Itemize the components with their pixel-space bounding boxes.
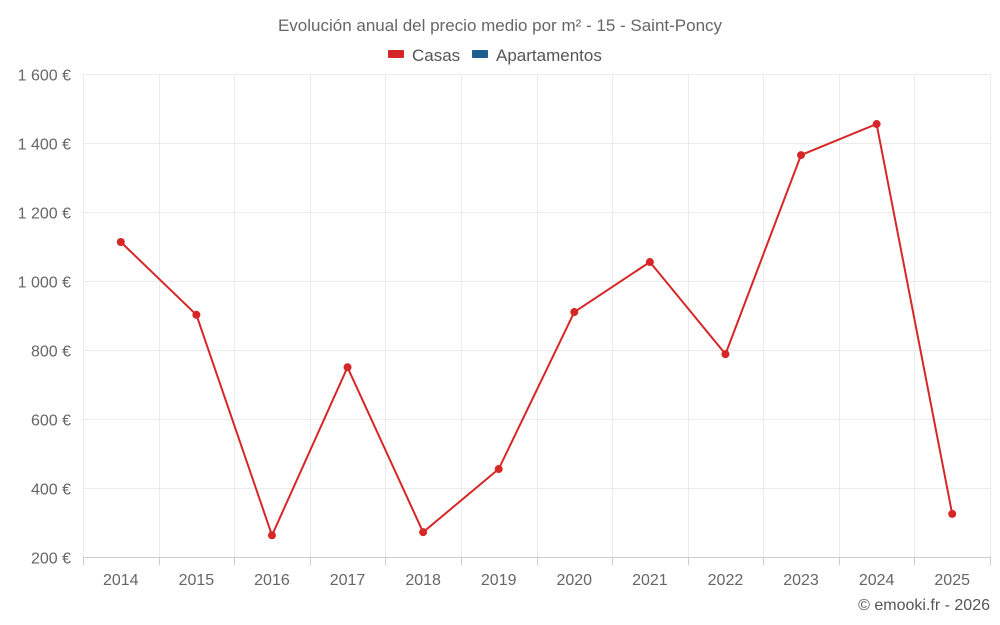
series-casas: [116, 120, 957, 540]
y-tick-label: 600 €: [31, 413, 71, 430]
x-tick-label: 2016: [254, 572, 290, 589]
data-point[interactable]: [645, 258, 654, 267]
y-tick-label: 1 600 €: [18, 68, 71, 85]
y-tick-label: 400 €: [31, 482, 71, 499]
gridlines: [83, 74, 991, 557]
x-tick-label: 2017: [330, 572, 366, 589]
data-point[interactable]: [797, 151, 806, 160]
credit-text: © emooki.fr - 2026: [858, 597, 990, 614]
x-tick-label: 2015: [179, 572, 215, 589]
data-point[interactable]: [570, 308, 579, 317]
data-point[interactable]: [343, 363, 352, 372]
x-tick-label: 2020: [556, 572, 592, 589]
data-point[interactable]: [192, 310, 201, 319]
y-tick-label: 200 €: [31, 551, 71, 568]
data-point[interactable]: [721, 350, 730, 359]
y-tick-label: 1 400 €: [18, 137, 71, 154]
legend-swatch-casas: [388, 50, 404, 58]
x-tick-label: 2021: [632, 572, 668, 589]
y-tick-label: 1 000 €: [18, 275, 71, 292]
legend-label-apartamentos: Apartamentos: [496, 46, 602, 65]
data-point[interactable]: [267, 531, 276, 540]
y-tick-label: 800 €: [31, 344, 71, 361]
y-tick-label: 1 200 €: [18, 206, 71, 223]
x-tick-label: 2025: [934, 572, 970, 589]
legend-swatch-apartamentos: [472, 50, 488, 58]
x-tick-label: 2014: [103, 572, 139, 589]
legend: Casas Apartamentos: [388, 46, 602, 65]
legend-item-apartamentos[interactable]: Apartamentos: [472, 46, 602, 65]
legend-label-casas: Casas: [412, 46, 460, 65]
data-point[interactable]: [419, 528, 428, 537]
data-point[interactable]: [948, 509, 957, 518]
x-tick-label: 2019: [481, 572, 517, 589]
y-axis-ticks: 200 € 400 € 600 € 800 € 1 000 € 1 200 € 1 400 …: [18, 68, 71, 568]
data-point[interactable]: [872, 120, 881, 129]
x-axis-ticks: 2014 2015 2016 2017 2018 2019 2020 2021 2022 2023…: [83, 557, 991, 589]
x-tick-label: 2022: [708, 572, 744, 589]
series-line-casas: [120, 123, 954, 537]
legend-item-casas[interactable]: Casas: [388, 46, 460, 65]
x-tick-label: 2018: [405, 572, 441, 589]
chart-title: Evolución anual del precio medio por m² …: [278, 16, 723, 35]
data-point[interactable]: [116, 238, 125, 247]
x-tick-label: 2023: [783, 572, 819, 589]
x-tick-label: 2024: [859, 572, 895, 589]
data-point[interactable]: [494, 465, 503, 474]
